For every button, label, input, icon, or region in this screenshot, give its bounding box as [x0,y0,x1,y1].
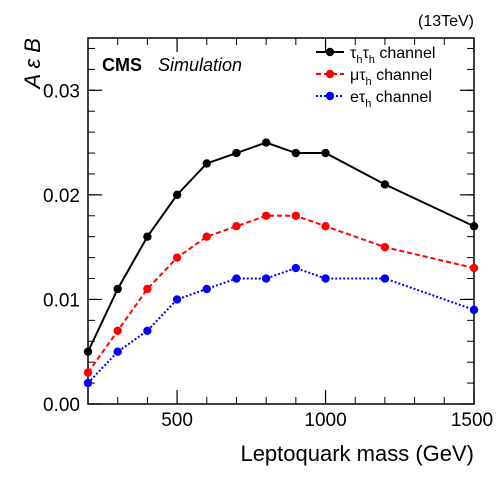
legend-label: μτh channel [350,67,432,88]
x-tick-labels: 500 1000 1500 [161,410,493,431]
series-layer [83,138,479,388]
data-point [232,274,241,283]
data-point [232,222,241,231]
data-point [469,305,479,315]
data-point [172,295,182,304]
legend-marker [325,91,335,101]
y-axis-title: A ε B [20,38,45,90]
data-point [261,274,271,283]
x-tick-label: 1500 [451,410,493,431]
data-point [202,159,211,168]
y-tick-label: 0.02 [43,186,80,207]
data-point [291,148,301,158]
x-tick-label: 1000 [304,410,346,431]
legend-marker [325,69,335,79]
y-tick-label: 0.01 [43,290,80,311]
data-point [261,211,271,220]
data-point [291,263,301,273]
data-point [202,232,211,241]
data-point [83,368,93,377]
axis-ticks [87,38,475,405]
data-point [380,242,390,252]
data-point [83,347,93,356]
y-tick-labels: 0.00 0.01 0.02 0.03 [43,81,80,416]
data-point [113,347,122,356]
data-point [113,326,122,335]
x-axis-title: Leptoquark mass (GeV) [240,441,474,466]
data-point [291,211,301,220]
data-point [172,190,182,200]
legend-marker [325,47,335,57]
data-point [143,326,152,335]
data-point [321,148,330,158]
plot-frame [87,37,475,405]
data-point [321,222,330,231]
simulation-label: Simulation [158,55,242,75]
data-point [202,284,211,294]
data-point [261,138,271,147]
series-line-0 [87,141,475,353]
data-point [172,253,182,262]
legend-label: τhτh channel [350,45,435,66]
data-point [380,180,390,189]
data-point [469,222,479,231]
data-point [143,232,152,241]
data-point [380,274,390,283]
energy-label: (13TeV) [418,13,474,30]
data-point [232,148,241,158]
data-point [143,284,152,294]
cms-label: CMS [102,55,142,75]
y-tick-label: 0.03 [43,81,80,102]
data-point [321,274,330,283]
y-tick-label: 0.00 [43,395,80,416]
data-point [113,284,122,294]
data-point [469,263,479,273]
x-tick-label: 500 [161,410,193,431]
legend-label: eτh channel [350,89,432,110]
data-point [83,378,93,388]
